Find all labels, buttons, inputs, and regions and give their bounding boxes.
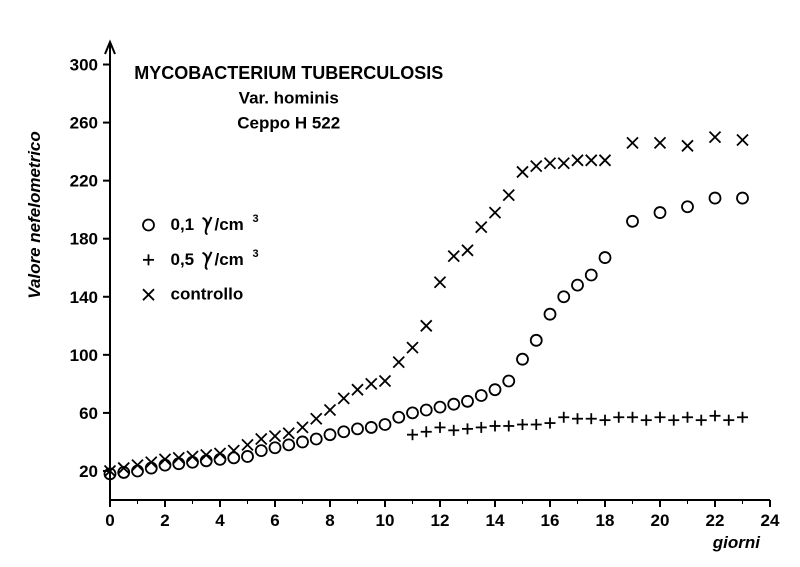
x-axis-label: giorni <box>712 533 761 552</box>
chart-svg: 0246810121416182022242060100140180220260… <box>0 0 800 567</box>
legend-unit: /cm <box>215 215 244 234</box>
chart-title-2: Var. hominis <box>239 89 339 108</box>
data-point-circle <box>682 201 693 212</box>
data-point-circle <box>421 405 432 416</box>
data-point-circle <box>270 442 281 453</box>
data-point-circle <box>311 434 322 445</box>
data-point-circle <box>517 354 528 365</box>
data-point-circle <box>558 291 569 302</box>
data-point-circle <box>600 252 611 263</box>
data-point-circle <box>242 451 253 462</box>
x-tick-label: 24 <box>761 511 780 530</box>
data-point-circle <box>173 458 184 469</box>
y-tick-label: 180 <box>70 230 98 249</box>
data-point-circle <box>201 455 212 466</box>
data-point-circle <box>352 423 363 434</box>
data-point-circle <box>366 422 377 433</box>
x-tick-label: 12 <box>431 511 450 530</box>
data-point-circle <box>338 426 349 437</box>
y-tick-label: 220 <box>70 172 98 191</box>
x-tick-label: 22 <box>706 511 725 530</box>
x-tick-label: 10 <box>376 511 395 530</box>
y-tick-label: 260 <box>70 114 98 133</box>
data-point-circle <box>187 457 198 468</box>
gamma-icon <box>203 217 212 234</box>
data-point-circle <box>297 436 308 447</box>
legend-unit: /cm <box>215 250 244 269</box>
data-point-circle <box>435 402 446 413</box>
data-point-circle <box>132 465 143 476</box>
y-tick-label: 20 <box>79 462 98 481</box>
legend-label: 0,5 <box>171 250 195 269</box>
data-point-circle <box>146 463 157 474</box>
data-point-circle <box>503 375 514 386</box>
data-point-circle <box>448 399 459 410</box>
legend-label: controllo <box>171 285 244 304</box>
x-tick-label: 20 <box>651 511 670 530</box>
data-point-circle <box>531 335 542 346</box>
data-point-circle <box>545 309 556 320</box>
y-tick-label: 60 <box>79 404 98 423</box>
x-tick-label: 16 <box>541 511 560 530</box>
y-axis-label: Valore nefelometrico <box>25 131 44 299</box>
x-tick-label: 4 <box>215 511 225 530</box>
chart-title-3: Ceppo H 522 <box>237 113 340 132</box>
data-point-circle <box>737 193 748 204</box>
data-point-circle <box>256 445 267 456</box>
data-point-circle <box>283 439 294 450</box>
x-tick-label: 2 <box>160 511 169 530</box>
data-point-circle <box>572 280 583 291</box>
data-point-circle <box>655 207 666 218</box>
data-point-circle <box>476 390 487 401</box>
legend-unit-sup: 3 <box>253 213 259 225</box>
data-point-circle <box>490 384 501 395</box>
y-tick-label: 300 <box>70 56 98 75</box>
legend-unit-sup: 3 <box>253 248 259 260</box>
data-point-circle <box>380 419 391 430</box>
data-point-circle <box>215 454 226 465</box>
x-tick-label: 6 <box>270 511 279 530</box>
data-point-circle <box>143 220 154 231</box>
y-tick-label: 100 <box>70 346 98 365</box>
data-point-circle <box>710 193 721 204</box>
growth-chart: 0246810121416182022242060100140180220260… <box>0 0 800 567</box>
x-tick-label: 0 <box>105 511 114 530</box>
x-tick-label: 14 <box>486 511 505 530</box>
gamma-icon <box>203 252 212 269</box>
data-point-circle <box>462 396 473 407</box>
data-point-circle <box>627 216 638 227</box>
data-point-circle <box>393 412 404 423</box>
data-point-circle <box>407 407 418 418</box>
x-tick-label: 18 <box>596 511 615 530</box>
chart-title-1: MYCOBACTERIUM TUBERCULOSIS <box>134 63 443 83</box>
legend-label: 0,1 <box>171 215 195 234</box>
data-point-circle <box>586 270 597 281</box>
data-point-circle <box>325 429 336 440</box>
data-point-circle <box>160 460 171 471</box>
x-tick-label: 8 <box>325 511 334 530</box>
y-tick-label: 140 <box>70 288 98 307</box>
